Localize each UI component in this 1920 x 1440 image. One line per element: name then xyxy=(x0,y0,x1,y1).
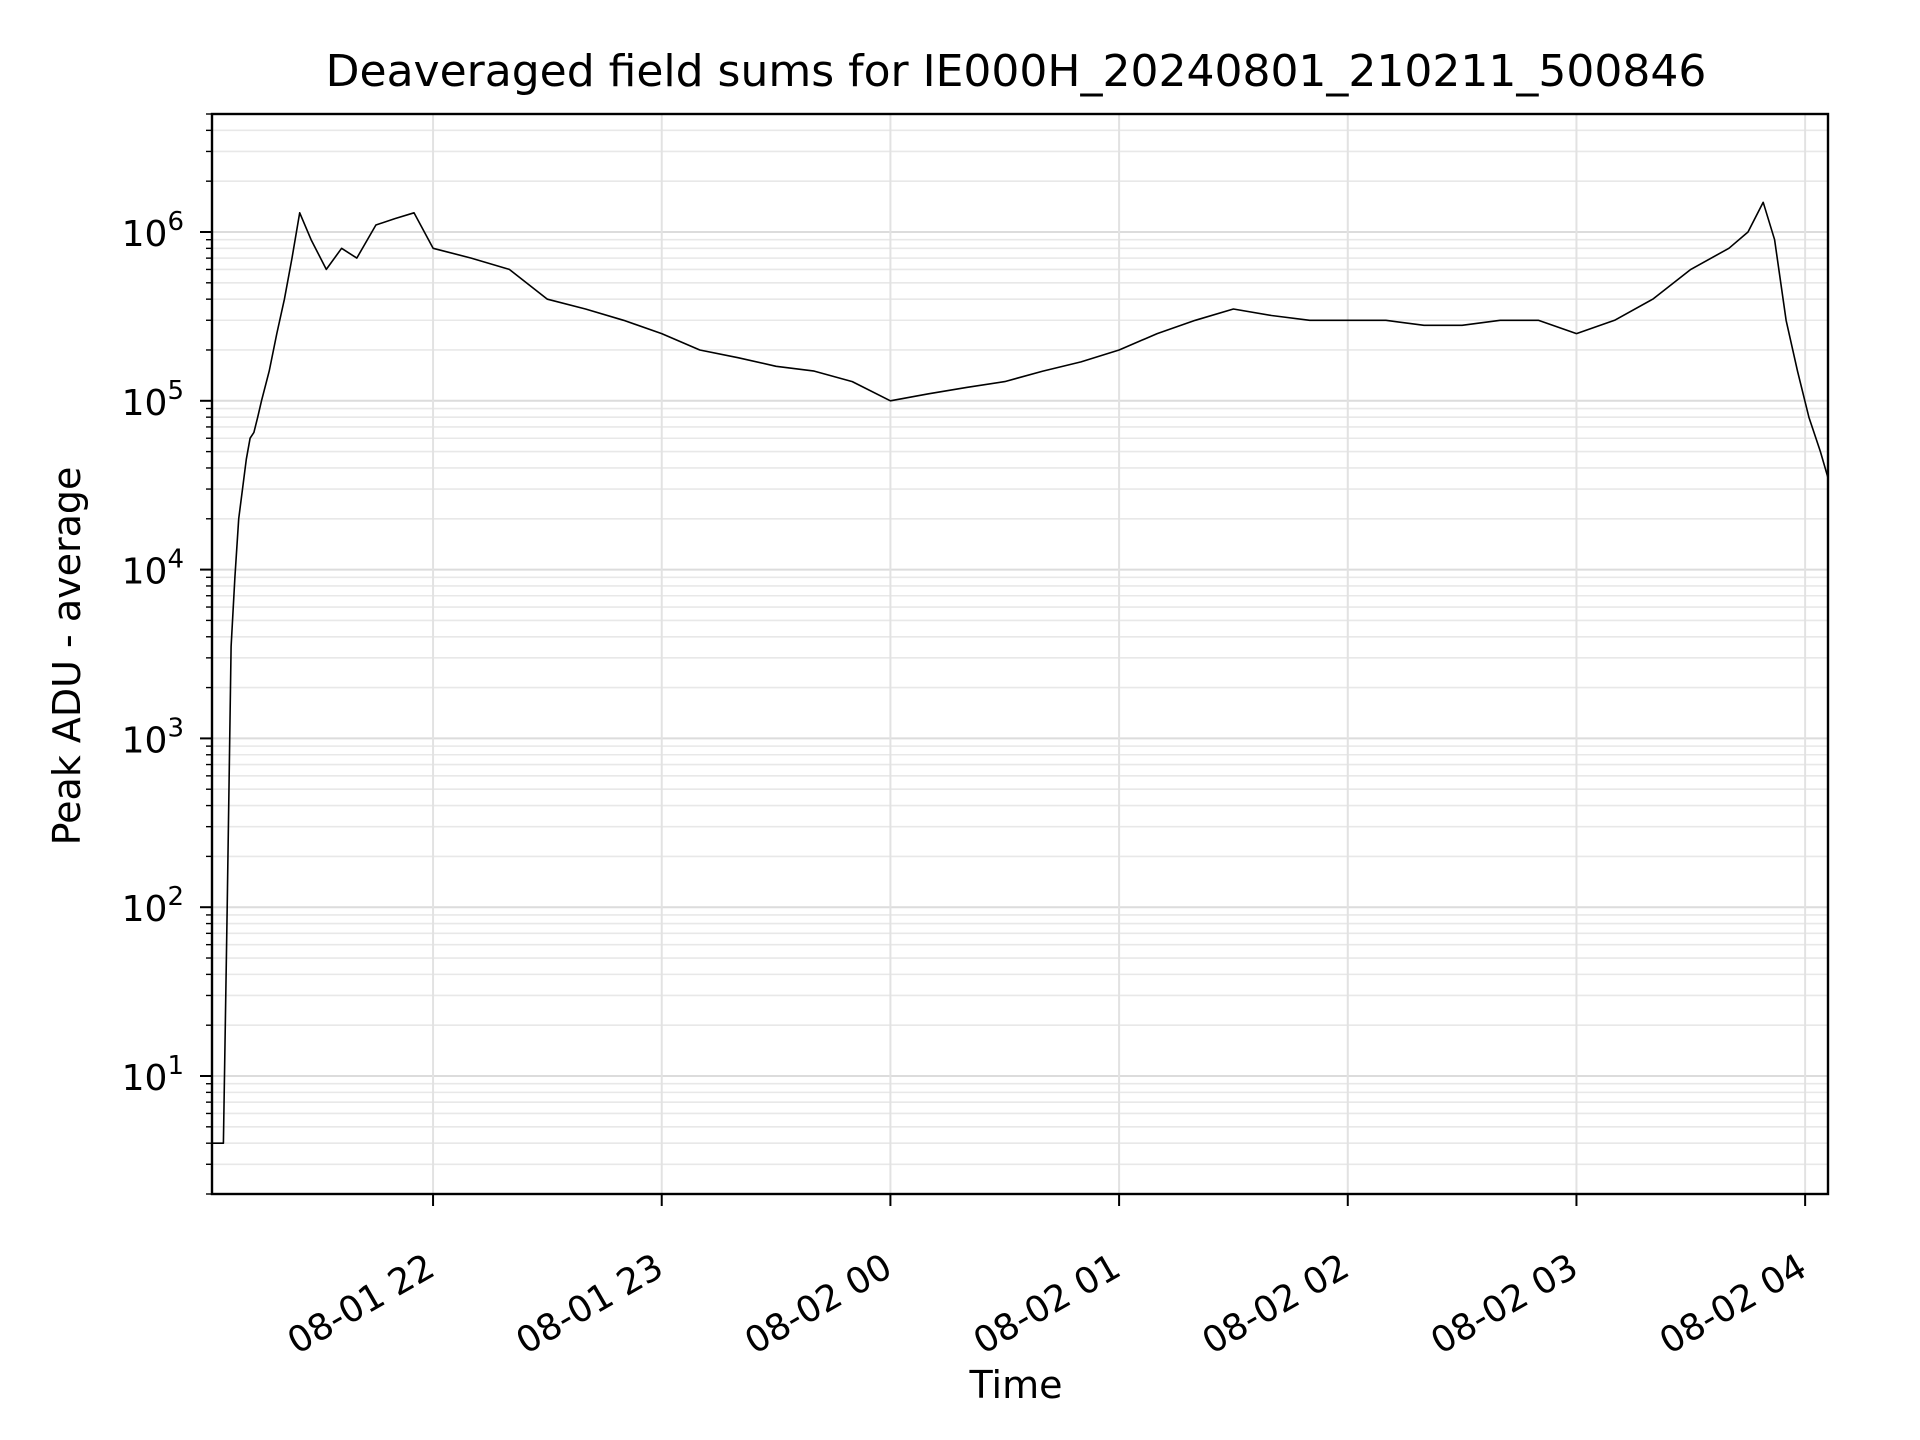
y-tick-exponent: 3 xyxy=(167,713,184,743)
x-tick-label: 08-01 23 xyxy=(510,1246,671,1362)
y-tick-exponent: 2 xyxy=(167,882,184,912)
y-tick-exponent: 1 xyxy=(167,1051,184,1081)
y-tick-label: 106 xyxy=(122,207,184,255)
y-tick-label: 103 xyxy=(122,713,184,761)
y-tick-base: 10 xyxy=(122,383,168,424)
y-axis-label: Peak ADU - average xyxy=(45,467,89,846)
y-tick-label: 105 xyxy=(122,376,184,424)
series-layer xyxy=(212,201,1829,1144)
y-tick-base: 10 xyxy=(122,214,168,255)
y-tick-label: 101 xyxy=(122,1051,184,1099)
y-tick-exponent: 6 xyxy=(167,207,184,237)
grid xyxy=(212,113,1828,1195)
x-tick-label: 08-02 00 xyxy=(738,1246,899,1362)
y-tick-base: 10 xyxy=(122,889,168,930)
y-tick-exponent: 5 xyxy=(167,376,184,406)
x-axis-label: Time xyxy=(969,1363,1063,1407)
y-tick-label: 102 xyxy=(122,882,184,930)
y-tick-base: 10 xyxy=(122,552,168,593)
x-tick-label: 08-02 03 xyxy=(1424,1246,1585,1362)
x-tick-label: 08-02 01 xyxy=(967,1246,1128,1362)
y-tick-base: 10 xyxy=(122,720,168,761)
y-tick-base: 10 xyxy=(122,1058,168,1099)
chart-title: Deaveraged field sums for IE000H_2024080… xyxy=(326,46,1707,97)
series-line xyxy=(212,201,1829,1144)
y-tick-exponent: 4 xyxy=(167,545,184,575)
x-tick-label: 08-02 02 xyxy=(1196,1246,1357,1362)
x-tick-label: 08-02 04 xyxy=(1653,1246,1814,1362)
x-tick-label: 08-01 22 xyxy=(281,1246,442,1362)
plot-frame xyxy=(210,112,1830,1196)
y-tick-label: 104 xyxy=(122,545,184,593)
